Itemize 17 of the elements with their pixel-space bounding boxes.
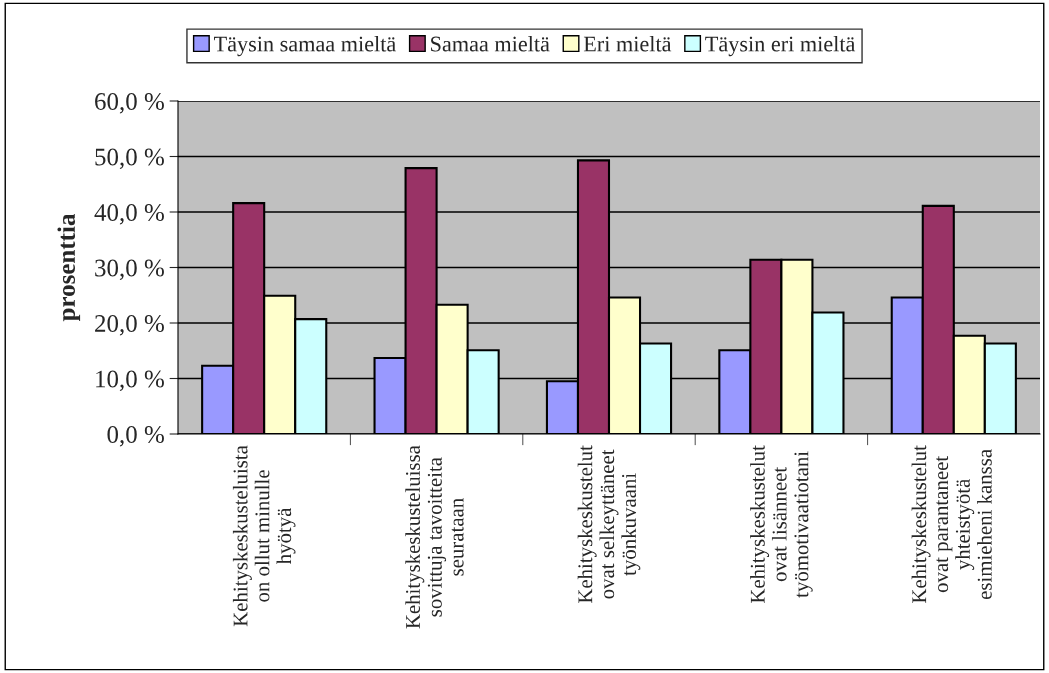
- x-tick-label: Kehityskeskusteluista on ollut minulle hyötyä: [232, 445, 296, 627]
- x-tick-label: Kehityskeskustelut ovat lisänneet työmotivaatiotani: [750, 445, 813, 604]
- y-tick-label: 30,0 %: [95, 259, 164, 281]
- legend-label: Samaa mieltä: [431, 35, 550, 52]
- y-tick-label: 20,0 %: [95, 315, 164, 336]
- legend-label: Täysin eri mieltä: [705, 35, 856, 57]
- x-tick-label: Kehityskeskustelut ovat selkeyttäneet työnkuvaani: [577, 445, 641, 604]
- y-tick-label: 60,0 %: [95, 93, 164, 114]
- y-tick-label: 10,0 %: [96, 370, 164, 392]
- y-tick-label: 50,0 %: [95, 148, 164, 170]
- y-tick-label: 0,0 %: [107, 426, 164, 447]
- y-axis-title: prosenttia: [57, 213, 81, 322]
- x-tick-label: Kehityskeskustelut ovat parantaneet yhteistyötä esimieheni kanssa: [911, 445, 992, 604]
- legend-label: Täysin samaa mieltä: [214, 35, 396, 57]
- legend-label: Eri mieltä: [583, 35, 672, 52]
- y-tick-label: 40,0 %: [94, 204, 164, 225]
- x-tick-label: Kehityskeskusteluissa sovittuja tavoitteita seurataan: [405, 445, 464, 629]
